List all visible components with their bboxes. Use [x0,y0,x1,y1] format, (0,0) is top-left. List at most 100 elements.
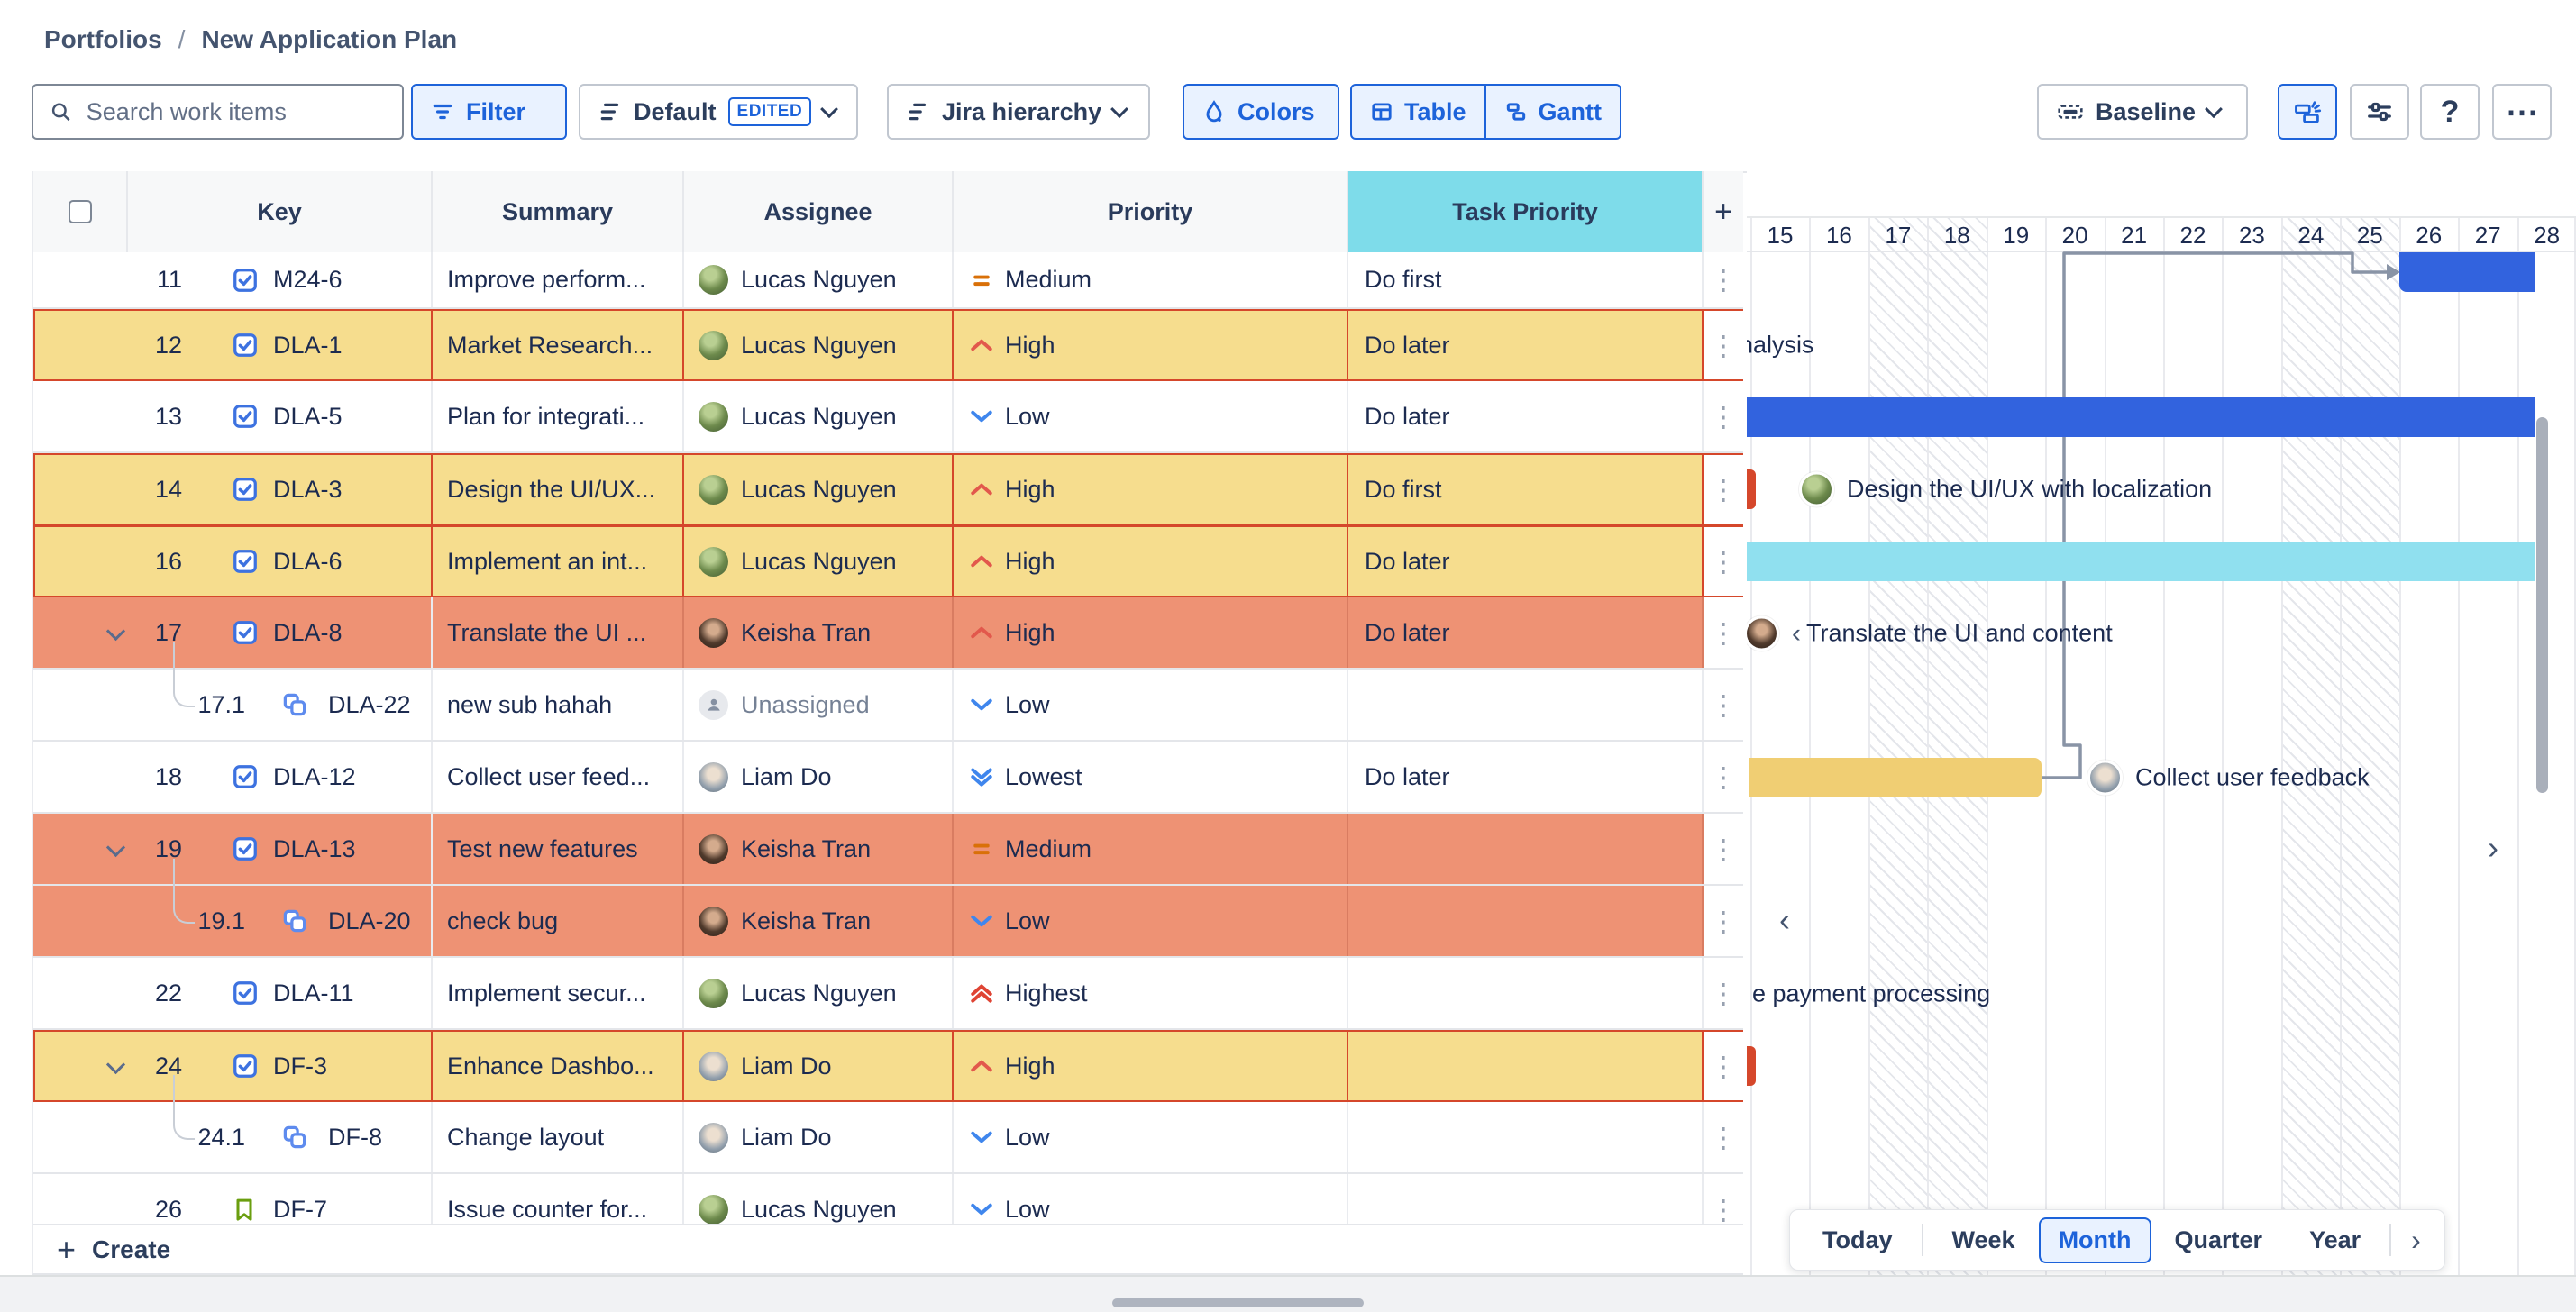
row-menu-button[interactable]: ⋮ [1709,329,1738,361]
summary-cell[interactable]: new sub hahah [433,670,684,740]
task-priority-cell[interactable] [1348,670,1704,740]
table-view-button[interactable]: Table [1352,86,1484,138]
priority-cell[interactable]: Medium [954,252,1348,307]
more-menu-button[interactable]: ⋯ [2492,84,2552,140]
summary-cell[interactable]: Enhance Dashbo... [433,1032,684,1100]
key-cell[interactable]: 11 M24-6 [33,252,433,307]
key-cell[interactable]: 19 DLA-13 [33,814,433,884]
table-row[interactable]: 13 DLA-5 Plan for integrati... Lucas Ngu… [33,381,1743,453]
assignee-cell[interactable]: Lucas Nguyen [684,455,954,524]
summary-cell[interactable]: Test new features [433,814,684,884]
key-cell[interactable]: 24 DF-3 [33,1032,433,1100]
table-row[interactable]: 26 DF-7 Issue counter for... Lucas Nguye… [33,1174,1743,1224]
column-header-priority[interactable]: Priority [954,171,1348,252]
assignee-cell[interactable]: Lucas Nguyen [684,381,954,451]
gantt-bar[interactable] [1749,758,2042,797]
task-priority-cell[interactable]: Do later [1348,381,1704,451]
key-cell[interactable]: 24.1 DF-8 [33,1075,433,1172]
summary-cell[interactable]: Collect user feed... [433,742,684,812]
table-row[interactable]: 22 DLA-11 Implement secur... Lucas Nguye… [33,958,1743,1030]
row-menu-button[interactable]: ⋮ [1709,1193,1738,1224]
settings-sliders-button[interactable] [2350,84,2409,140]
gantt-bar[interactable] [1747,397,2535,437]
table-row[interactable]: 18 DLA-12 Collect user feed... Liam Do L… [33,742,1743,814]
assignee-cell[interactable]: Keisha Tran [684,814,954,884]
assignee-cell[interactable]: Lucas Nguyen [684,1174,954,1224]
column-header-task-priority[interactable]: Task Priority [1348,171,1704,252]
table-row[interactable]: 12 DLA-1 Market Research... Lucas Nguyen… [33,309,1743,381]
key-cell[interactable]: 12 DLA-1 [33,311,433,379]
task-priority-cell[interactable]: Do later [1348,311,1704,379]
row-menu-button[interactable]: ⋮ [1709,761,1738,793]
key-cell[interactable]: 14 DLA-3 [33,455,433,524]
issue-key[interactable]: DLA-8 [273,618,343,646]
view-selector-button[interactable]: Default EDITED [579,84,858,140]
summary-cell[interactable]: Change layout [433,1102,684,1172]
scroll-to-bar-button[interactable]: › [2488,828,2498,866]
highlight-mode-button[interactable] [2278,84,2337,140]
priority-cell[interactable]: Highest [954,958,1348,1028]
summary-cell[interactable]: Issue counter for... [433,1174,684,1224]
assignee-cell[interactable]: Lucas Nguyen [684,527,954,596]
priority-cell[interactable]: Low [954,1174,1348,1224]
priority-cell[interactable]: Low [954,1102,1348,1172]
row-menu-button[interactable]: ⋮ [1709,905,1738,937]
key-cell[interactable]: 16 DLA-6 [33,527,433,596]
gantt-chart[interactable]: 15 16 17 18 19 20 21 22 23 24 25 26 27 28 nalysis Desi… [1747,171,2576,1275]
vertical-scrollbar-thumb[interactable] [2536,417,2548,793]
key-cell[interactable]: 17 DLA-8 [33,597,433,668]
hierarchy-selector-button[interactable]: Jira hierarchy [887,84,1150,140]
issue-key[interactable]: DLA-12 [273,762,356,790]
select-all-checkbox[interactable] [68,200,92,223]
key-cell[interactable]: 17.1 DLA-22 [33,642,433,740]
gantt-bar[interactable] [2398,252,2535,292]
table-row[interactable]: 11 M24-6 Improve perform... Lucas Nguyen… [33,252,1743,309]
assignee-cell[interactable]: Keisha Tran [684,597,954,668]
task-priority-cell[interactable]: Do later [1348,527,1704,596]
summary-cell[interactable]: check bug [433,886,684,956]
priority-cell[interactable]: High [954,527,1348,596]
horizontal-scrollbar-thumb[interactable] [1112,1298,1364,1307]
gantt-bar-clipped-edge[interactable] [1747,1046,1756,1086]
column-header-summary[interactable]: Summary [433,171,684,252]
assignee-cell[interactable]: Liam Do [684,742,954,812]
task-priority-cell[interactable] [1348,1032,1704,1100]
issue-key[interactable]: DLA-22 [328,690,411,718]
row-menu-button[interactable]: ⋮ [1709,1121,1738,1153]
summary-cell[interactable]: Translate the UI ... [433,597,684,668]
row-menu-button[interactable]: ⋮ [1709,616,1738,649]
zoom-today-button[interactable]: Today [1822,1225,1893,1253]
zoom-next-button[interactable]: › [2411,1223,2421,1256]
help-button[interactable]: ? [2420,84,2480,140]
priority-cell[interactable]: High [954,1032,1348,1100]
table-row[interactable]: 24.1 DF-8 Change layout Liam Do Low ⋮ [33,1075,1743,1174]
task-priority-cell[interactable]: Do later [1348,742,1704,812]
issue-key[interactable]: DLA-3 [273,475,343,503]
priority-cell[interactable]: Low [954,381,1348,451]
scroll-to-bar-button[interactable]: ‹ [1779,900,1790,938]
issue-key[interactable]: DLA-6 [273,547,343,575]
summary-cell[interactable]: Improve perform... [433,252,684,307]
issue-key[interactable]: DLA-11 [273,979,354,1007]
gantt-bar[interactable] [1747,542,2535,581]
row-menu-button[interactable]: ⋮ [1709,545,1738,578]
issue-key[interactable]: DLA-13 [273,834,356,862]
priority-cell[interactable]: Lowest [954,742,1348,812]
table-row[interactable]: 19.1 DLA-20 check bug Keisha Tran Low ⋮ [33,859,1743,958]
assignee-cell[interactable]: Liam Do [684,1102,954,1172]
row-menu-button[interactable]: ⋮ [1709,977,1738,1009]
assignee-cell[interactable]: Lucas Nguyen [684,958,954,1028]
task-priority-cell[interactable]: Do first [1348,455,1704,524]
issue-key[interactable]: DF-3 [273,1052,327,1080]
task-priority-cell[interactable] [1348,1102,1704,1172]
task-priority-cell[interactable] [1348,814,1704,884]
search-input-wrap[interactable] [32,84,404,140]
task-priority-cell[interactable] [1348,958,1704,1028]
filter-button[interactable]: Filter [411,84,567,140]
issue-key[interactable]: DLA-1 [273,331,343,359]
row-menu-button[interactable]: ⋮ [1709,400,1738,433]
priority-cell[interactable]: Medium [954,814,1348,884]
gantt-bar-clipped-edge[interactable] [1747,469,1756,509]
zoom-quarter-button[interactable]: Quarter [2174,1225,2263,1253]
colors-button[interactable]: Colors [1183,84,1339,140]
